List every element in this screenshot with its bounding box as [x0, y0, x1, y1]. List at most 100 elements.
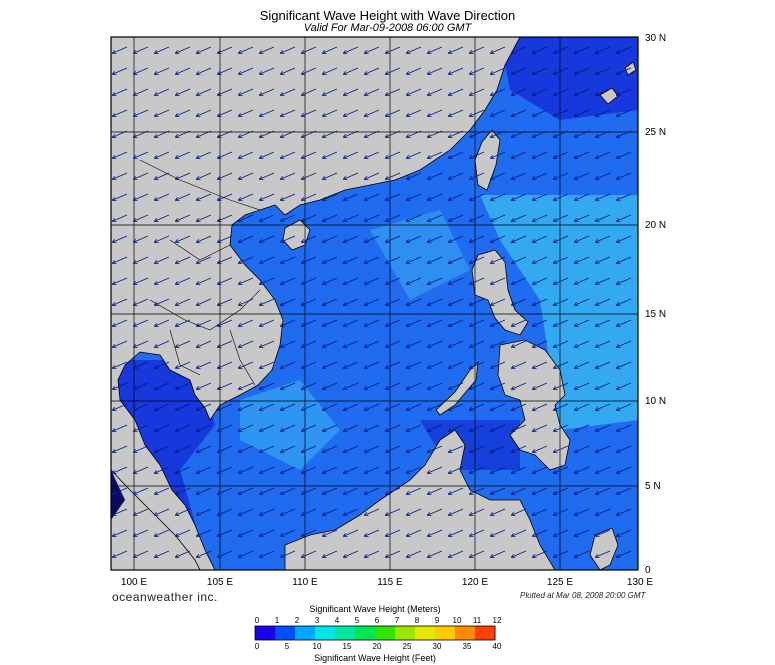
wave-arrow	[491, 172, 506, 179]
wave-arrow	[512, 319, 527, 326]
wave-arrow	[407, 109, 422, 116]
wave-arrow	[260, 550, 275, 557]
wave-arrow	[617, 172, 632, 179]
wave-arrow	[470, 424, 485, 431]
wave-arrow	[596, 340, 611, 347]
wave-arrow	[176, 508, 191, 515]
wave-arrow	[533, 361, 548, 368]
feet-tick: 40	[492, 642, 502, 651]
wave-arrow	[470, 298, 485, 305]
wave-arrow	[218, 193, 233, 200]
wave-arrow	[512, 277, 527, 284]
wave-arrow	[176, 424, 191, 431]
wave-arrow	[365, 382, 380, 389]
wave-arrow	[155, 172, 170, 179]
wave-arrow	[575, 340, 590, 347]
wave-arrow	[260, 193, 275, 200]
wave-arrow	[113, 466, 128, 473]
wave-arrow	[449, 508, 464, 515]
land-islands-se	[589, 527, 619, 570]
wave-arrow	[134, 277, 149, 284]
wave-arrow	[449, 340, 464, 347]
wave-arrow	[239, 361, 254, 368]
wave-arrow	[554, 319, 569, 326]
wave-arrow	[155, 130, 170, 137]
wave-arrow	[302, 256, 317, 263]
wave-arrow	[428, 277, 443, 284]
wave-arrow	[512, 508, 527, 515]
wave-arrow	[428, 193, 443, 200]
wave-arrow	[617, 193, 632, 200]
colorbar-segment	[375, 626, 396, 640]
wave-arrow	[365, 424, 380, 431]
wave-arrow	[218, 550, 233, 557]
wave-arrow	[113, 172, 128, 179]
wave-arrow	[197, 46, 212, 53]
wave-arrow	[323, 235, 338, 242]
wave-arrow	[470, 403, 485, 410]
wave-arrow	[155, 109, 170, 116]
wave-arrow	[512, 88, 527, 95]
wave-arrow	[197, 361, 212, 368]
wave-arrow	[575, 214, 590, 221]
wave-arrow	[491, 424, 506, 431]
wave-arrow	[596, 529, 611, 536]
wave-arrow	[365, 214, 380, 221]
wave-arrow	[470, 277, 485, 284]
wave-arrow	[533, 529, 548, 536]
wave-arrow	[365, 151, 380, 158]
wave-arrow	[428, 46, 443, 53]
wave-arrow	[113, 403, 128, 410]
wave-arrow	[554, 172, 569, 179]
wave-arrow	[155, 193, 170, 200]
wave-arrow	[407, 130, 422, 137]
wave-arrow	[260, 214, 275, 221]
wave-arrow	[239, 382, 254, 389]
wave-arrow	[197, 88, 212, 95]
wave-arrow	[491, 361, 506, 368]
wave-arrow	[428, 424, 443, 431]
wave-arrow	[302, 319, 317, 326]
wave-arrow	[323, 256, 338, 263]
wave-arrow	[281, 109, 296, 116]
wave-arrow	[155, 277, 170, 284]
wave-arrow	[470, 340, 485, 347]
wave-arrow	[512, 67, 527, 74]
wave-arrow	[197, 529, 212, 536]
wave-arrow	[365, 319, 380, 326]
wave-arrow	[491, 67, 506, 74]
wave-arrow	[239, 445, 254, 452]
colorbar-meters-ticks: 0 1 2 3 4 5 6 7 8 9 10 11 12	[0, 616, 775, 626]
meters-tick: 6	[374, 616, 380, 625]
wave-arrow	[512, 193, 527, 200]
wave-arrow	[470, 130, 485, 137]
wave-arrow	[470, 235, 485, 242]
wave-arrow	[113, 256, 128, 263]
wave-arrow	[365, 130, 380, 137]
wave-arrow	[113, 67, 128, 74]
wave-arrow	[113, 361, 128, 368]
wave-arrow	[113, 130, 128, 137]
wave-arrow	[260, 319, 275, 326]
wave-arrow	[407, 256, 422, 263]
wave-arrow	[407, 508, 422, 515]
wave-arrow	[365, 466, 380, 473]
wave-arrow	[134, 319, 149, 326]
wave-arrow	[302, 403, 317, 410]
wave-arrow	[155, 298, 170, 305]
wave-arrow	[260, 340, 275, 347]
wave-arrow	[428, 298, 443, 305]
wave-arrow	[344, 214, 359, 221]
wave-arrow	[323, 109, 338, 116]
swell-zone-vietnam	[240, 380, 340, 470]
wave-arrow	[449, 424, 464, 431]
colorbar-segment	[255, 626, 276, 640]
wave-arrow	[155, 466, 170, 473]
wave-arrow	[260, 67, 275, 74]
wave-arrow	[491, 487, 506, 494]
wave-arrow	[470, 550, 485, 557]
wave-arrow	[470, 361, 485, 368]
wave-arrow	[449, 256, 464, 263]
lon-label: 130 E	[627, 577, 653, 588]
wave-arrow	[176, 529, 191, 536]
